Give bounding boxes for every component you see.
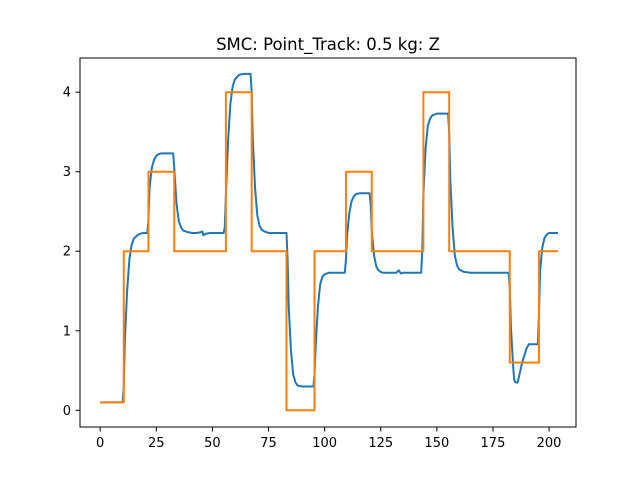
x-tick-label: 200 <box>537 436 562 451</box>
plot-area <box>79 57 577 428</box>
x-tick-label: 175 <box>481 436 506 451</box>
x-tick-label: 0 <box>96 436 104 451</box>
series-line-2 <box>100 91 559 412</box>
x-axis: 0 25 50 75 100 125 150 175 200 <box>96 427 561 451</box>
series-layer <box>100 72 559 412</box>
x-tick-label: 25 <box>148 436 165 451</box>
y-tick-label: 0 <box>63 404 71 419</box>
chart-title: SMC: Point_Track: 0.5 kg: Z <box>216 35 440 55</box>
x-tick-label: 125 <box>368 436 393 451</box>
y-tick-label: 4 <box>63 86 71 101</box>
y-tick-label: 2 <box>63 245 71 260</box>
y-tick-label: 3 <box>63 165 71 180</box>
x-tick-label: 75 <box>260 436 277 451</box>
x-tick-label: 100 <box>312 436 337 451</box>
y-tick-label: 1 <box>63 324 71 339</box>
y-axis: 0 1 2 3 4 <box>63 86 80 419</box>
x-tick-label: 50 <box>204 436 221 451</box>
series-line-1 <box>100 72 559 404</box>
x-tick-label: 150 <box>424 436 449 451</box>
